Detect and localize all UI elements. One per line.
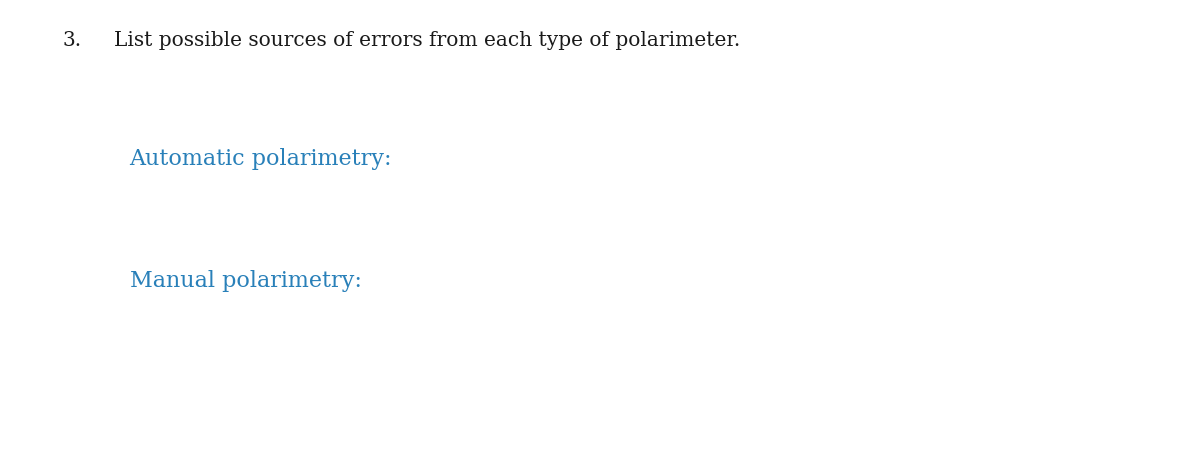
Text: Automatic polarimetry:: Automatic polarimetry: — [130, 148, 392, 171]
Text: List possible sources of errors from each type of polarimeter.: List possible sources of errors from eac… — [114, 32, 740, 50]
Text: Manual polarimetry:: Manual polarimetry: — [130, 270, 361, 292]
Text: 3.: 3. — [62, 32, 82, 50]
